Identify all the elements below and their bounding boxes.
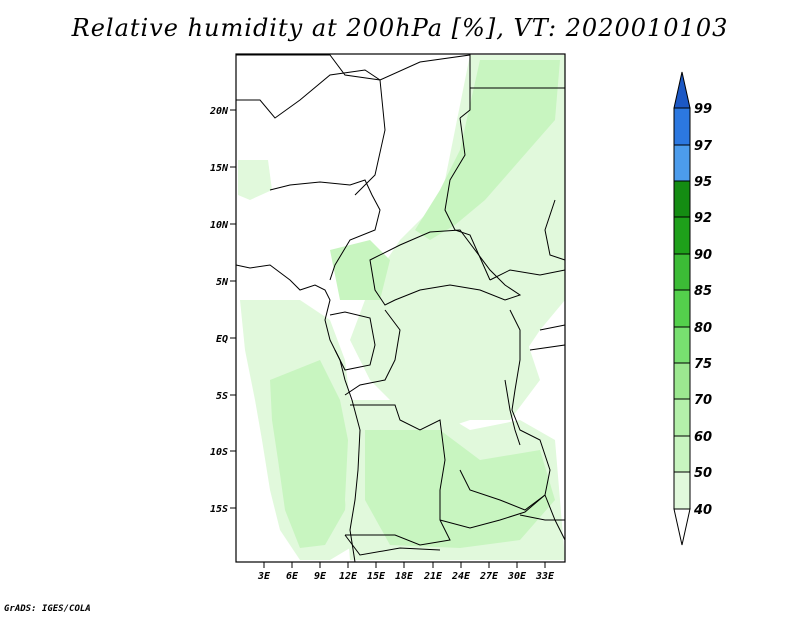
border-zambia (439, 494, 546, 529)
colorbar-swatch (673, 471, 691, 510)
colorbar-label: 75 (694, 357, 712, 372)
lon-axis: 3E 6E 9E 12E 15E 18E 21E 24E 27E 30E 33E (257, 562, 555, 582)
colorbar-label: 99 (694, 102, 712, 117)
humidity-coastal-core (270, 360, 350, 548)
colorbar-label: 50 (694, 466, 712, 481)
lat-tick-label: EQ (216, 334, 228, 345)
border-gabon (329, 311, 376, 371)
humidity-north-west-patch (238, 160, 272, 200)
humidity-south-core (365, 430, 555, 548)
colorbar-swatch (673, 435, 691, 473)
lon-tick-label: 18E (395, 571, 414, 582)
border-namibia (344, 534, 441, 556)
lat-tick-label: 10N (210, 220, 229, 231)
lon-tick-label: 6E (286, 571, 299, 582)
border-sudan-south (489, 269, 566, 281)
lat-tick-label: 20N (209, 106, 229, 117)
lon-tick-label: 21E (423, 571, 443, 582)
humidity-shading (238, 55, 565, 560)
lon-tick-label: 12E (339, 571, 358, 582)
lon-tick-label: 24E (451, 571, 471, 582)
colorbar-swatch (673, 326, 691, 364)
border-niger-nigeria (236, 69, 386, 196)
colorbar: 99 97 95 92 90 85 80 75 70 60 50 40 (673, 71, 713, 546)
lake-tanganyika (504, 379, 521, 446)
colorbar-label: 60 (694, 430, 712, 445)
lat-tick-label: 15N (210, 163, 229, 174)
country-borders (235, 54, 566, 563)
lat-tick-label: 5N (216, 277, 229, 288)
lat-axis: 20N 15N 10N 5N EQ 5S 10S 15S (209, 106, 236, 515)
border-chad-sudan (444, 117, 491, 281)
border-congo-drc (344, 309, 401, 396)
colorbar-swatch (673, 398, 691, 437)
colorbar-swatch (673, 362, 691, 400)
humidity-central-basin (400, 300, 540, 420)
lat-tick-label: 15S (210, 504, 228, 515)
lon-tick-label: 9E (314, 571, 327, 582)
lon-tick-label: 33E (535, 571, 555, 582)
lat-tick-label: 10S (210, 447, 228, 458)
border-libya-chad (236, 54, 471, 119)
colorbar-swatch (673, 253, 691, 291)
lon-tick-label: 15E (367, 571, 386, 582)
colorbar-label: 92 (694, 211, 712, 226)
border-angola (345, 404, 451, 546)
lon-tick-label: 27E (479, 571, 499, 582)
border-car (369, 229, 522, 306)
border-ethiopia (544, 199, 566, 261)
humidity-east-core (415, 60, 560, 240)
colorbar-under-arrow (673, 508, 691, 546)
colorbar-label: 80 (694, 321, 712, 336)
colorbar-swatch (673, 180, 691, 218)
coastline-west-africa (235, 264, 361, 563)
map-title: Relative humidity at 200hPa [%], VT: 202… (71, 14, 729, 42)
colorbar-label: 97 (694, 139, 713, 154)
lon-tick-label: 3E (257, 571, 271, 582)
colorbar-label: 40 (693, 503, 712, 518)
map-frame (235, 53, 566, 563)
colorbar-label: 95 (694, 175, 712, 190)
lat-tick-label: 5S (216, 391, 228, 402)
colorbar-label: 70 (694, 393, 712, 408)
colorbar-swatch (673, 144, 691, 182)
colorbar-swatch (673, 107, 691, 146)
humidity-congo-patch (330, 240, 390, 300)
border-mozambique (519, 494, 566, 541)
border-drc-east (459, 309, 551, 511)
colorbar-label: 85 (694, 284, 712, 299)
grads-credit: GrADS: IGES/COLA (4, 604, 91, 614)
colorbar-swatch (673, 289, 691, 328)
colorbar-swatch (673, 216, 691, 255)
colorbar-label: 90 (694, 248, 712, 263)
lon-tick-label: 30E (507, 571, 527, 582)
border-nigeria-cameroon (269, 179, 381, 281)
colorbar-over-arrow (673, 71, 691, 109)
